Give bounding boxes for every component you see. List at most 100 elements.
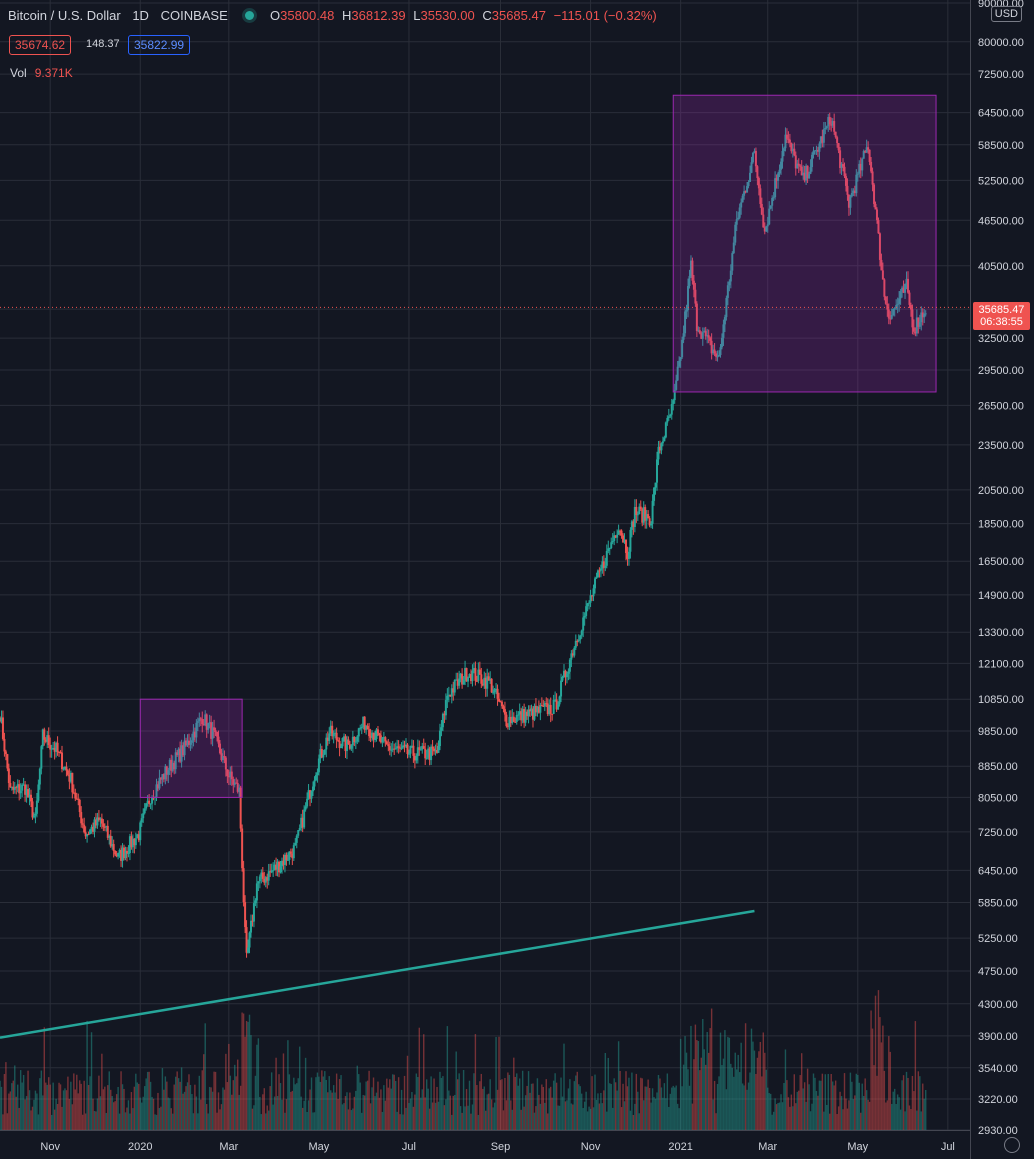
candle-body [252,903,255,922]
volume-bar [854,1095,856,1130]
volume-bar [902,1075,905,1130]
candle-body [489,678,492,681]
volume-bar [414,1094,416,1130]
currency-button[interactable]: USD [990,6,1022,22]
candle-body [90,826,93,830]
candle-body [24,784,27,795]
candle-body [362,716,365,728]
volume-bar [518,1078,521,1130]
gear-icon[interactable] [1004,1137,1020,1153]
volume-bar [911,1075,914,1130]
volume-bar [104,1086,106,1130]
candle-body [886,303,889,310]
volume-bar [456,1079,459,1130]
candle-body [316,772,319,776]
volume-bar [563,1043,565,1130]
candle-body [695,303,698,331]
volume-bar [498,1036,500,1130]
y-tick-label: 16500.00 [978,556,1024,568]
volume-bar [530,1083,533,1130]
candle-body [86,834,89,837]
sell-button[interactable]: 35674.62 [9,35,72,55]
volume-bar [626,1086,629,1130]
candle-body [58,751,61,753]
volume-bar [495,1036,497,1130]
candle-body [723,317,726,325]
volume-bar [402,1114,404,1130]
candle-body [713,349,716,354]
candle-body [381,737,384,743]
volume-bar [250,1035,252,1130]
volume-bar [130,1092,133,1130]
candle-body [214,730,217,733]
candle-body [185,740,188,746]
volume-bar [341,1104,344,1130]
volume-bar [814,1077,816,1130]
candle-body [602,561,605,568]
volume-bar [524,1095,527,1130]
high-value: 36812.39 [351,8,406,23]
volume-bar [446,1026,449,1130]
volume-bar [273,1096,276,1130]
volume-bar [231,1094,233,1130]
volume-bar [607,1057,609,1130]
volume-bar [53,1109,56,1130]
y-tick-label: 58500.00 [978,140,1024,152]
volume-bar [22,1074,25,1130]
candle-body [351,736,354,746]
candle-body [853,190,856,194]
volume-bar [516,1073,518,1130]
candle-body [905,278,908,285]
candle-body [571,653,574,656]
volume-bar [226,1082,229,1130]
candle-body [168,759,171,771]
candle-body [317,758,320,773]
volume-bar [612,1107,614,1130]
candle-body [329,725,332,734]
change-value: −115.01 (−0.32%) [553,8,657,23]
volume-bar [186,1082,189,1130]
candle-body [806,165,809,179]
volume-bar [659,1078,661,1130]
candle-body [511,716,514,724]
volume-bar [486,1094,488,1130]
candle-body [743,191,746,196]
volume-bar [707,1052,710,1130]
candle-body [836,137,839,144]
candle-body [65,766,68,771]
interval[interactable]: 1D [132,8,149,23]
candle-body [772,197,775,199]
candle-body [449,694,452,697]
volume-bar [183,1091,186,1130]
close-value: 35685.47 [491,8,546,23]
volume-bar [644,1086,646,1130]
volume-bar [846,1108,849,1130]
volume-bar [33,1099,35,1130]
candle-body [751,152,754,163]
candle-body [704,330,707,337]
candle-body [384,737,387,742]
volume-bar [417,1076,419,1130]
candle-body [656,459,659,483]
candle-body [137,834,140,841]
candle-body [475,680,478,682]
candle-body [506,726,509,728]
volume-bar [837,1106,840,1130]
volume-bar [392,1074,394,1130]
candle-body [468,674,471,678]
candle-body [549,704,552,714]
low-value: 35530.00 [420,8,475,23]
volume-bar [192,1113,195,1130]
symbol-name[interactable]: Bitcoin / U.S. Dollar [8,8,121,23]
candle-body [909,304,912,310]
highlight-box [139,698,243,798]
candle-body [803,172,806,181]
candle-body [49,744,52,750]
volume-bar [279,1083,282,1130]
volume-bar [173,1084,175,1130]
buy-button[interactable]: 35822.99 [128,35,191,55]
candle-body [670,404,673,415]
candle-body [297,830,300,836]
candle-body [245,927,248,953]
